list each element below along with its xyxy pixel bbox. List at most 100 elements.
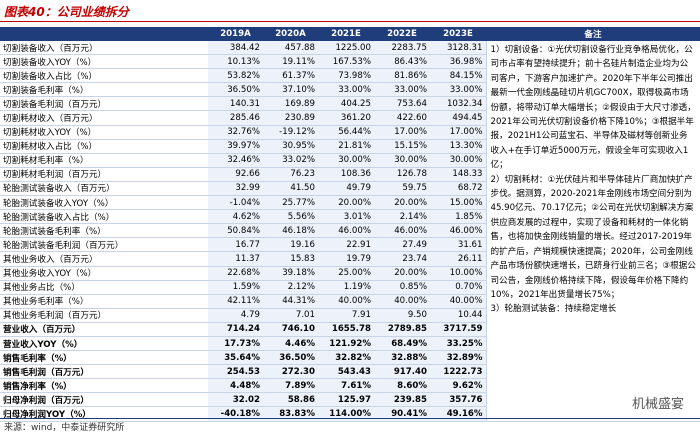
- cell: 361.20: [318, 110, 374, 126]
- cell: 25.77%: [263, 195, 318, 211]
- cell: 121.92%: [318, 336, 374, 352]
- row-label: 切割装备收入占比（%）: [0, 68, 208, 84]
- cell: 26.11: [430, 251, 486, 267]
- cell: 53.82%: [208, 68, 263, 84]
- cell: 56.44%: [318, 125, 374, 140]
- cell: 2.12%: [263, 280, 318, 295]
- row-label: 其他业务收入（百万元）: [0, 251, 208, 267]
- cell: 20.00%: [318, 195, 374, 211]
- cell: 42.11%: [208, 294, 263, 309]
- cell: 10.44: [430, 308, 486, 323]
- cell: 746.10: [263, 322, 318, 337]
- cell: 422.60: [374, 110, 430, 126]
- row-label: 归母净利润（百万元）: [0, 392, 208, 408]
- table-row: 切割耗材毛利率（%） 32.46% 33.02% 30.00% 30.00% 30.00%: [0, 153, 700, 168]
- cell: 1.59%: [208, 280, 263, 295]
- cell: 30.00%: [374, 153, 430, 168]
- table-row: 其他业务毛利润（百万元） 4.79 7.01 7.91 9.50 10.44: [0, 308, 700, 323]
- cell: -40.18%: [208, 406, 263, 422]
- cell: 494.45: [430, 110, 486, 126]
- cell: 36.50%: [263, 350, 318, 366]
- cell: 15.00%: [430, 195, 486, 211]
- cell: 32.46%: [208, 153, 263, 168]
- row-label: 切割耗材毛利润（百万元）: [0, 167, 208, 182]
- cell: 167.53%: [318, 54, 374, 70]
- header-cell: 2022E: [374, 27, 430, 41]
- cell: 50.84%: [208, 223, 263, 239]
- table-row: 销售净利率（%） 4.48% 7.89% 7.61% 8.60% 9.62%: [0, 378, 700, 394]
- cell: 126.78: [374, 167, 430, 182]
- cell: 32.82%: [318, 350, 374, 366]
- cell: 40.00%: [374, 294, 430, 309]
- cell: 2789.85: [374, 322, 430, 337]
- cell: 8.60%: [374, 378, 430, 394]
- cell: 59.75: [374, 181, 430, 197]
- cell: 23.74: [374, 251, 430, 267]
- cell: 9.62%: [430, 378, 486, 394]
- table-row: 切割装备毛利率（%） 36.50% 37.10% 33.00% 33.00% 33.00%: [0, 82, 700, 98]
- table-row: 轮胎测试装备毛利润（百万元） 16.77 19.16 22.91 27.49 31.61: [0, 237, 700, 253]
- row-label: 轮胎测试装备毛利润（百万元）: [0, 237, 208, 253]
- cell: 15.83: [263, 251, 318, 267]
- cell: 36.98%: [430, 54, 486, 70]
- row-label: 营业收入（百万元）: [0, 322, 208, 337]
- table-row: 切割装备收入（百万元） 384.42 457.88 1225.00 2283.75 312…: [0, 41, 700, 422]
- table-row: 切割装备收入YOY（%） 10.13% 19.11% 167.53% 86.43% 36.…: [0, 54, 700, 70]
- row-label: 销售毛利润（百万元）: [0, 364, 208, 380]
- cell: 81.86%: [374, 68, 430, 84]
- header-cell: 2020A: [263, 27, 318, 41]
- cell: 140.31: [208, 96, 263, 112]
- table-row: 营业收入YOY（%） 17.73% 4.46% 121.92% 68.49% 33.25%: [0, 336, 700, 352]
- cell: 32.99: [208, 181, 263, 197]
- row-label: 切割耗材收入占比（%）: [0, 139, 208, 154]
- row-label: 轮胎测试装备收入YOY（%）: [0, 195, 208, 211]
- cell: 73.98%: [318, 68, 374, 84]
- row-label: 销售毛利率（%）: [0, 350, 208, 366]
- cell: 25.00%: [318, 266, 374, 281]
- cell: 2.14%: [374, 209, 430, 225]
- cell: 4.46%: [263, 336, 318, 352]
- cell: 3128.31: [430, 41, 486, 56]
- cell: 33.00%: [318, 82, 374, 98]
- cell: 86.43%: [374, 54, 430, 70]
- watermark: 机械盛宴: [627, 392, 688, 413]
- note: 2）切割耗材：①光伏硅片和半导体硅片厂商加快扩产步伐。据测算，2020-2021…: [490, 174, 696, 300]
- cell: 49.79: [318, 181, 374, 197]
- cell: 92.66: [208, 167, 263, 182]
- cell: 7.01: [263, 308, 318, 323]
- cell: 7.91: [318, 308, 374, 323]
- table-row: 轮胎测试装备毛利率（%） 50.84% 46.18% 46.00% 46.00% 46.0…: [0, 223, 700, 239]
- cell: 46.00%: [430, 223, 486, 239]
- cell: 33.25%: [430, 336, 486, 352]
- table-row: 轮胎测试装备收入（百万元） 32.99 41.50 49.79 59.75 68.72: [0, 181, 700, 197]
- table-row: 营业收入（百万元） 714.24 746.10 1655.78 2789.85 3717.…: [0, 322, 700, 337]
- cell: 0.70%: [430, 280, 486, 295]
- cell: 3717.59: [430, 322, 486, 337]
- table-row: 切割耗材收入YOY（%） 32.76% -19.12% 56.44% 17.00% 17.…: [0, 125, 700, 140]
- table-row: 切割装备毛利润（百万元） 140.31 169.89 404.25 753.64 1032…: [0, 96, 700, 112]
- table-row: 其他业务收入YOY（%） 22.68% 39.18% 25.00% 20.00% 10.0…: [0, 266, 700, 281]
- cell: 30.00%: [430, 153, 486, 168]
- note: 3）轮胎测试装备：持续稳定增长: [490, 304, 617, 315]
- header-cell: 2019A: [208, 27, 263, 41]
- cell: 753.64: [374, 96, 430, 112]
- cell: 3.01%: [318, 209, 374, 225]
- cell: 17.00%: [374, 125, 430, 140]
- cell: 1.85%: [430, 209, 486, 225]
- cell: 404.25: [318, 96, 374, 112]
- cell: 108.36: [318, 167, 374, 182]
- cell: 239.85: [374, 392, 430, 408]
- cell: 21.81%: [318, 139, 374, 154]
- cell: 32.76%: [208, 125, 263, 140]
- cell: 13.30%: [430, 139, 486, 154]
- cell: 19.16: [263, 237, 318, 253]
- cell: 31.61: [430, 237, 486, 253]
- table-row: 销售毛利润（百万元） 254.53 272.30 543.43 917.40 1222.7…: [0, 364, 700, 380]
- row-label: 归母净利润YOY（%）: [0, 406, 208, 422]
- row-label: 切割装备毛利润（百万元）: [0, 96, 208, 112]
- cell: 20.00%: [374, 195, 430, 211]
- cell: 0.85%: [374, 280, 430, 295]
- cell: 457.88: [263, 41, 318, 56]
- row-label: 切割装备收入YOY（%）: [0, 54, 208, 70]
